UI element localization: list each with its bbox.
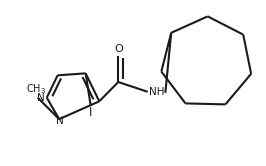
Text: N: N — [37, 93, 45, 103]
Text: O: O — [114, 44, 123, 54]
Text: NH: NH — [149, 87, 164, 97]
Text: N: N — [56, 116, 64, 126]
Text: CH$_3$: CH$_3$ — [26, 82, 46, 96]
Text: I: I — [89, 106, 92, 119]
